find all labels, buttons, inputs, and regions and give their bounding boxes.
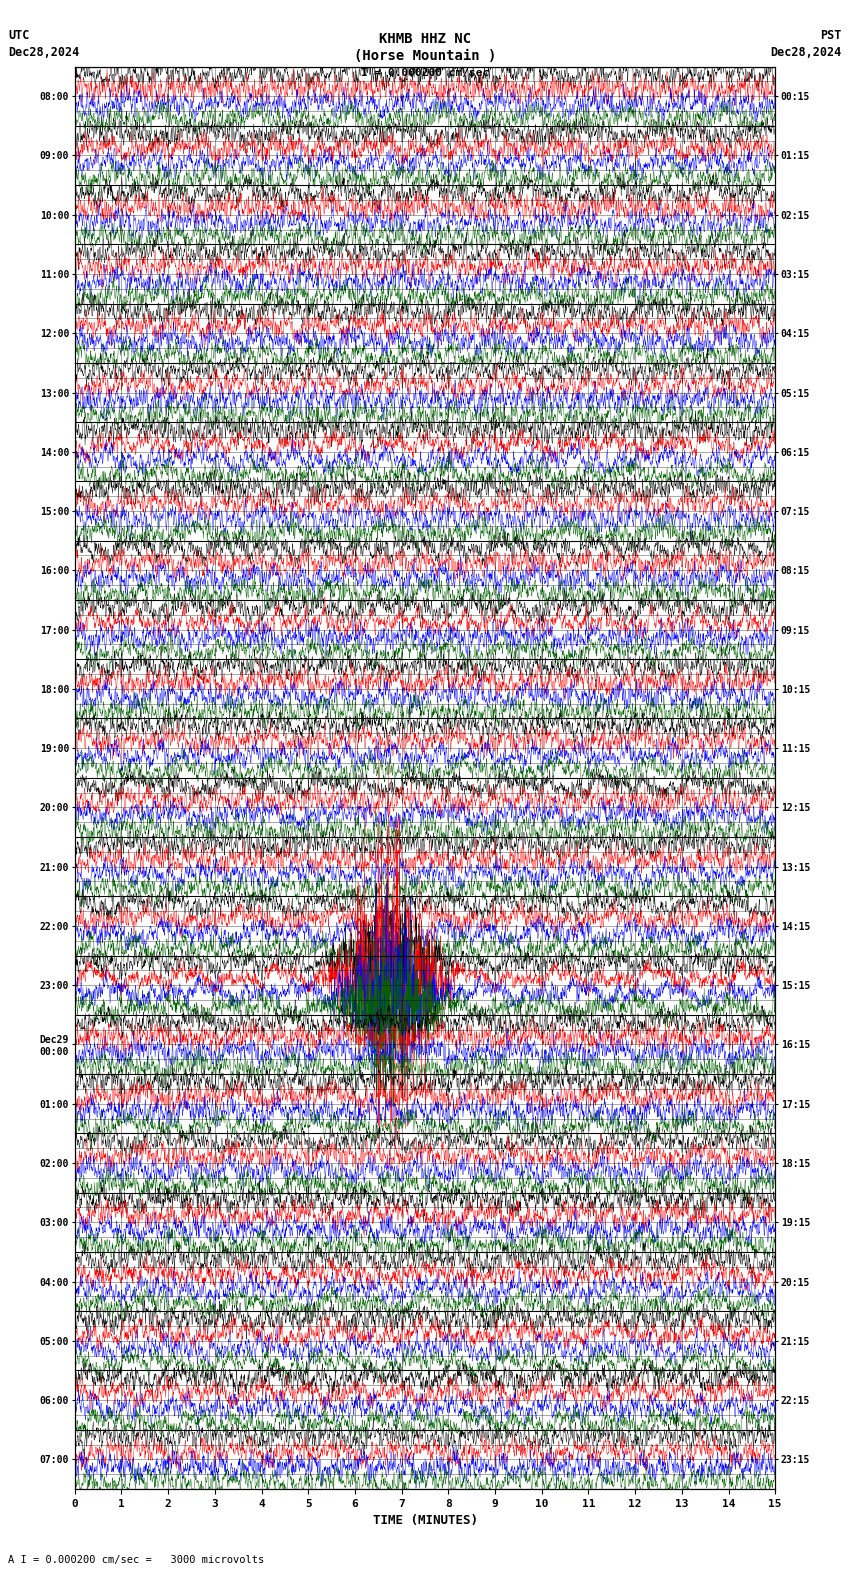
Text: I = 0.000200 cm/sec: I = 0.000200 cm/sec xyxy=(361,68,489,78)
Text: A I = 0.000200 cm/sec =   3000 microvolts: A I = 0.000200 cm/sec = 3000 microvolts xyxy=(8,1555,264,1565)
Text: (Horse Mountain ): (Horse Mountain ) xyxy=(354,49,496,63)
X-axis label: TIME (MINUTES): TIME (MINUTES) xyxy=(372,1514,478,1527)
Text: UTC: UTC xyxy=(8,29,30,41)
Text: Dec28,2024: Dec28,2024 xyxy=(8,46,80,59)
Text: PST: PST xyxy=(820,29,842,41)
Text: Dec28,2024: Dec28,2024 xyxy=(770,46,842,59)
Text: KHMB HHZ NC: KHMB HHZ NC xyxy=(379,32,471,46)
